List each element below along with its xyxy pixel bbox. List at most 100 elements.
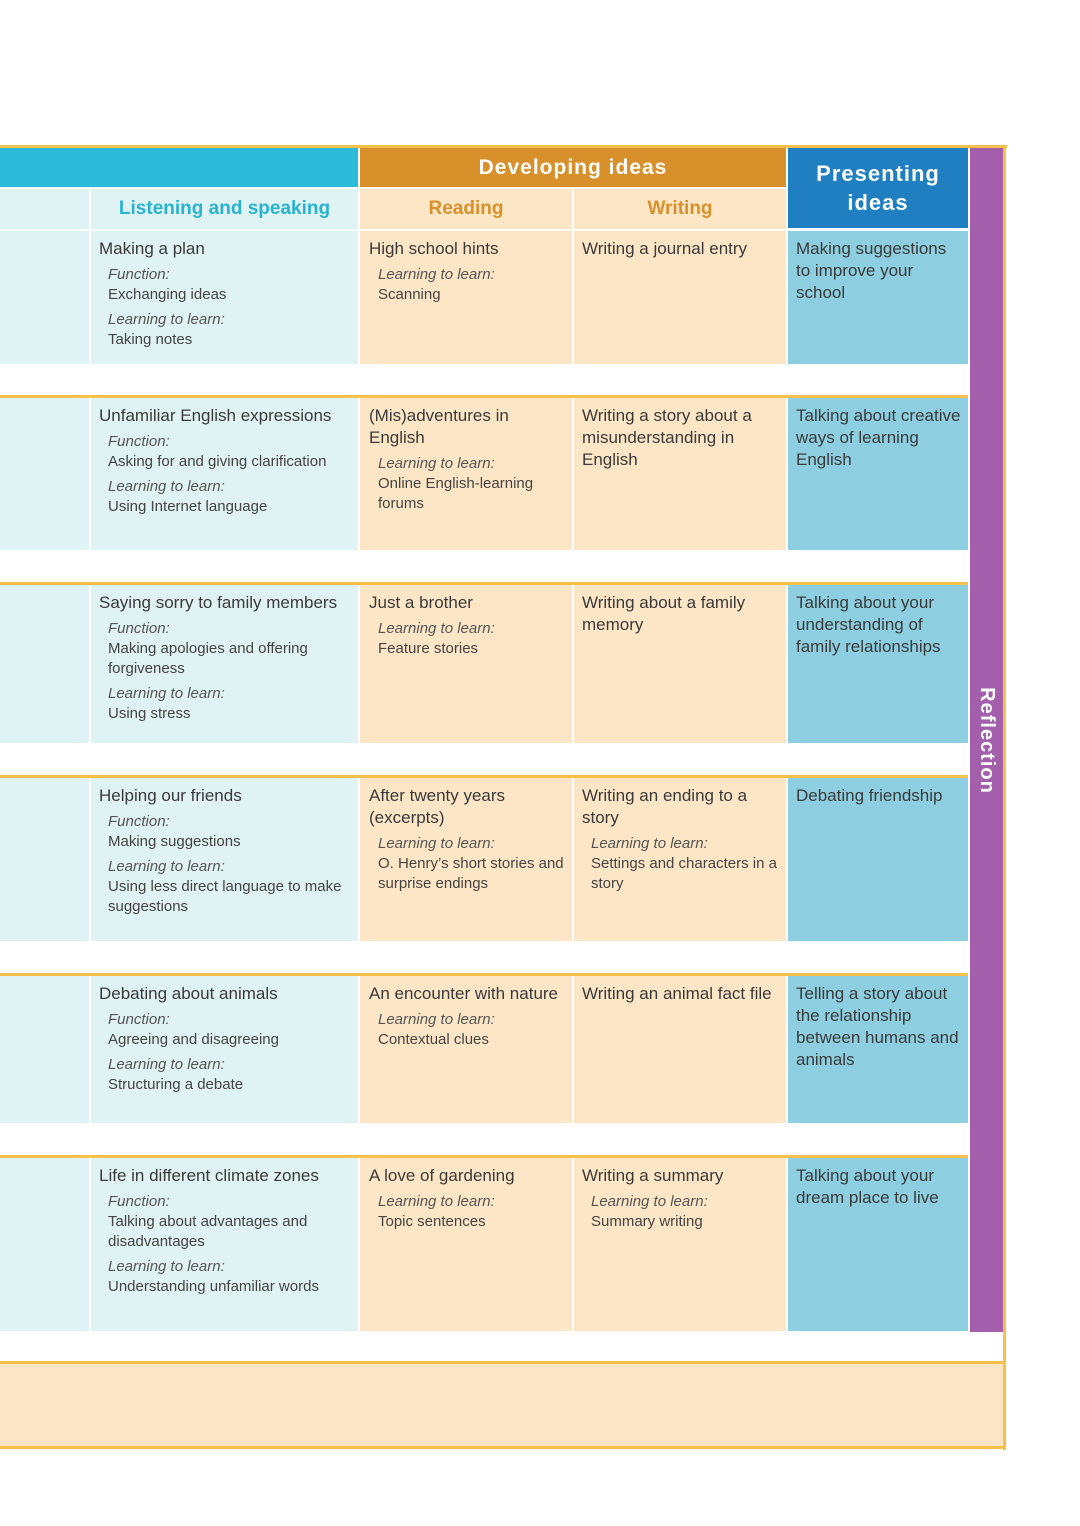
function-label: Function: — [108, 266, 170, 283]
listening-cell: Life in different climate zones Function:… — [91, 1158, 358, 1331]
function-label: Function: — [108, 1011, 170, 1028]
reading-cell: An encounter with nature Learning to lear… — [360, 976, 572, 1123]
learning-to-learn-label: Learning to learn: — [378, 1193, 495, 1210]
writing-title: Writing about a family memory — [582, 593, 746, 634]
row-separator — [0, 1332, 968, 1361]
learning-to-learn-value: Topic sentences — [378, 1213, 486, 1230]
learning-to-learn-label: Learning to learn: — [591, 835, 708, 852]
presenting-text: Telling a story about the relationship b… — [796, 984, 959, 1069]
frame-right-border — [1003, 145, 1006, 1450]
listening-cell: Making a plan Function: Exchanging ideas Le… — [91, 231, 358, 364]
function-value: Talking about advantages and disadvantag… — [108, 1213, 308, 1250]
learning-to-learn-value: O. Henry’s short stories and surprise en… — [378, 855, 564, 892]
listening-title: Making a plan — [99, 239, 205, 258]
listening-cell: Helping our friends Function: Making sugge… — [91, 778, 358, 941]
row-spacer-cell — [0, 1158, 89, 1331]
presenting-text: Talking about creative ways of learning … — [796, 406, 961, 469]
learning-to-learn-value: Contextual clues — [378, 1031, 489, 1048]
learning-to-learn-value: Using stress — [108, 705, 191, 722]
subheader-writing: Writing — [574, 189, 786, 229]
writing-cell: Writing a story about a misunderstanding… — [574, 398, 786, 550]
writing-cell: Writing a journal entry — [574, 231, 786, 364]
writing-cell: Writing a summary Learning to learn: Summa… — [574, 1158, 786, 1331]
writing-title: Writing an ending to a story — [582, 786, 748, 827]
presenting-text: Talking about your dream place to live — [796, 1166, 939, 1207]
row-separator — [0, 775, 968, 778]
presenting-text: Debating friendship — [796, 786, 943, 805]
subheader-blank — [0, 189, 89, 229]
writing-title: Writing a story about a misunderstanding… — [582, 406, 752, 469]
listening-title: Life in different climate zones — [99, 1166, 319, 1185]
function-value: Exchanging ideas — [108, 286, 227, 303]
learning-to-learn-label: Learning to learn: — [378, 620, 495, 637]
reflection-column — [970, 148, 1003, 1332]
writing-title: Writing a journal entry — [582, 239, 748, 258]
reading-title: A love of gardening — [369, 1166, 515, 1185]
reading-cell: (Mis)adventures in English Learning to le… — [360, 398, 572, 550]
reading-title: (Mis)adventures in English — [369, 406, 509, 447]
row-spacer-cell — [0, 976, 89, 1123]
reading-title: Just a brother — [369, 593, 473, 612]
reading-cell: After twenty years (excerpts) Learning to… — [360, 778, 572, 941]
reading-cell: High school hints Learning to learn: Scann… — [360, 231, 572, 364]
header-developing-ideas: Developing ideas — [360, 148, 786, 187]
function-label: Function: — [108, 620, 170, 637]
writing-title: Writing a summary — [582, 1166, 724, 1185]
function-value: Making apologies and offering forgivenes… — [108, 640, 308, 677]
presenting-text: Making suggestions to improve your schoo… — [796, 239, 947, 302]
learning-to-learn-label: Learning to learn: — [108, 478, 225, 495]
listening-cell: Debating about animals Function: Agreeing … — [91, 976, 358, 1123]
learning-to-learn-value: Feature stories — [378, 640, 479, 657]
header-presenting-ideas: Presenting ideas — [788, 148, 968, 228]
presenting-cell: Telling a story about the relationship b… — [788, 976, 968, 1123]
function-value: Agreeing and disagreeing — [108, 1031, 279, 1048]
reading-cell: A love of gardening Learning to learn: Top… — [360, 1158, 572, 1331]
learning-to-learn-label: Learning to learn: — [108, 1056, 225, 1073]
bottom-panel — [0, 1361, 1006, 1449]
learning-to-learn-label: Learning to learn: — [378, 1011, 495, 1028]
row-separator — [0, 1155, 968, 1158]
frame-top-border — [0, 145, 1007, 148]
row-spacer-cell — [0, 778, 89, 941]
listening-title: Helping our friends — [99, 786, 242, 805]
writing-cell: Writing about a family memory — [574, 585, 786, 743]
function-label: Function: — [108, 813, 170, 830]
learning-to-learn-label: Learning to learn: — [108, 858, 225, 875]
learning-to-learn-value: Using Internet language — [108, 498, 268, 515]
function-label: Function: — [108, 1193, 170, 1210]
row-spacer-cell — [0, 231, 89, 364]
row-separator — [0, 582, 968, 585]
writing-title: Writing an animal fact file — [582, 984, 772, 1003]
subheader-reading: Reading — [360, 189, 572, 229]
presenting-text: Talking about your understanding of fami… — [796, 593, 941, 656]
presenting-cell: Debating friendship — [788, 778, 968, 941]
listening-title: Debating about animals — [99, 984, 278, 1003]
presenting-cell: Talking about creative ways of learning … — [788, 398, 968, 550]
writing-cell: Writing an ending to a story Learning to … — [574, 778, 786, 941]
reading-cell: Just a brother Learning to learn: Feature … — [360, 585, 572, 743]
learning-to-learn-label: Learning to learn: — [108, 685, 225, 702]
learning-to-learn-value: Online English-learning forums — [378, 475, 534, 512]
row-separator — [0, 973, 968, 976]
reflection-label: Reflection — [976, 686, 998, 794]
learning-to-learn-value: Structuring a debate — [108, 1076, 244, 1093]
learning-to-learn-label: Learning to learn: — [378, 455, 495, 472]
header-blue-band — [0, 148, 358, 187]
reading-title: High school hints — [369, 239, 499, 258]
learning-to-learn-label: Learning to learn: — [108, 1258, 225, 1275]
listening-title: Unfamiliar English expressions — [99, 406, 332, 425]
reading-title: After twenty years (excerpts) — [369, 786, 506, 827]
row-spacer-cell — [0, 585, 89, 743]
learning-to-learn-label: Learning to learn: — [108, 311, 225, 328]
presenting-cell: Talking about your understanding of fami… — [788, 585, 968, 743]
function-label: Function: — [108, 433, 170, 450]
presenting-cell: Talking about your dream place to live — [788, 1158, 968, 1331]
learning-to-learn-value: Understanding unfamiliar words — [108, 1278, 319, 1295]
row-spacer-cell — [0, 398, 89, 550]
writing-cell: Writing an animal fact file — [574, 976, 786, 1123]
learning-to-learn-label: Learning to learn: — [378, 266, 495, 283]
learning-to-learn-value: Using less direct language to make sugge… — [108, 878, 342, 915]
function-value: Asking for and giving clarification — [108, 453, 327, 470]
learning-to-learn-value: Settings and characters in a story — [591, 855, 777, 892]
reading-title: An encounter with nature — [369, 984, 559, 1003]
